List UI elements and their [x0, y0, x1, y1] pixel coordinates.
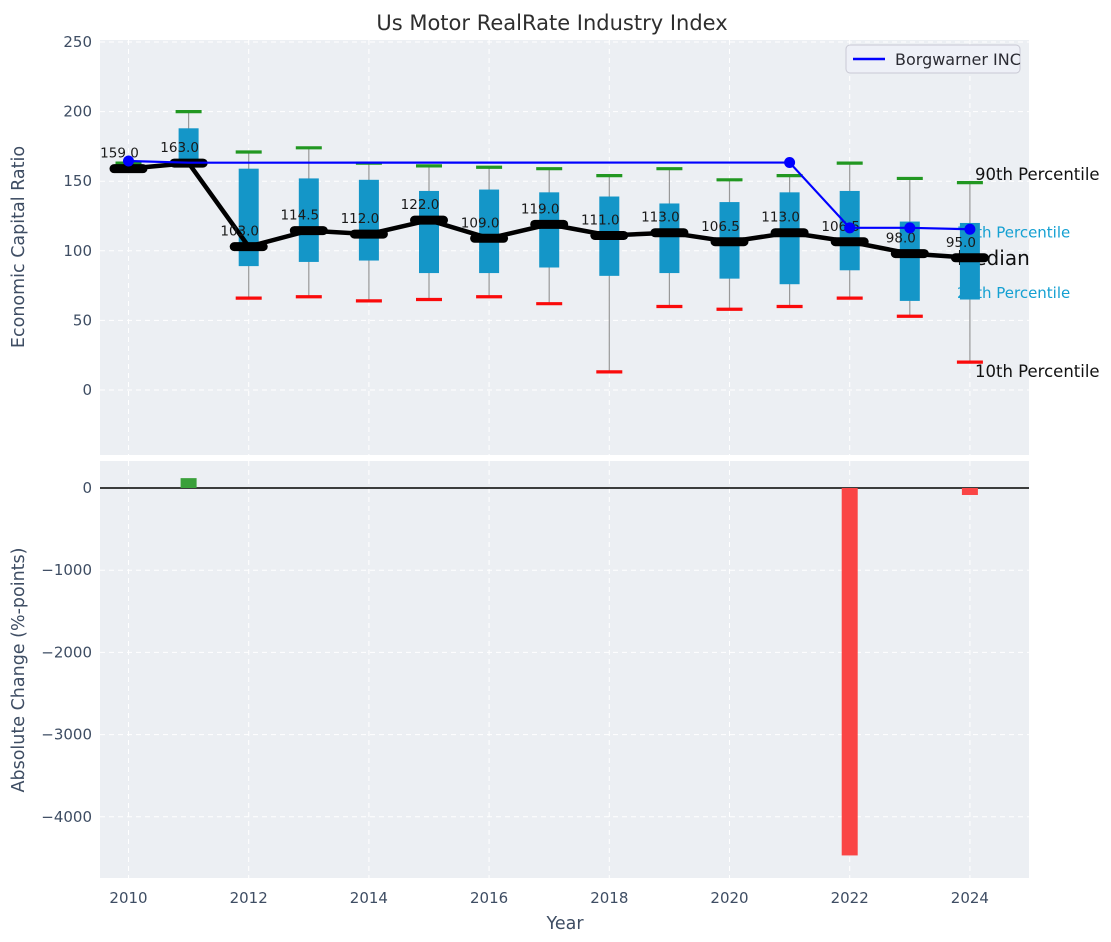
median-value-label: 106.5	[701, 219, 740, 235]
borgwarner-line	[128, 159, 970, 231]
median-value-label: 111.0	[581, 212, 620, 228]
y-tick-label: 0	[82, 381, 92, 399]
box-p25-p75	[899, 221, 920, 301]
change-bar	[180, 478, 197, 488]
bottom-y-axis-label: Absolute Change (%-points)	[9, 548, 29, 793]
y-tick-label: 50	[73, 311, 92, 329]
percentile-annotation: 75th Percentile	[957, 223, 1070, 241]
box-p25-p75	[479, 189, 500, 274]
legend: Borgwarner INC	[845, 44, 1021, 74]
percentile-annotation: 90th Percentile	[975, 165, 1100, 184]
borgwarner-dot	[964, 223, 976, 235]
median-value-label: 113.0	[641, 210, 680, 226]
median-marker	[470, 233, 509, 243]
legend-box	[845, 44, 1021, 74]
y-tick-label: 200	[63, 103, 92, 121]
borgwarner-dot	[123, 155, 134, 167]
bottom-axes-background	[100, 461, 1029, 878]
median-marker	[650, 228, 689, 238]
median-marker	[890, 249, 929, 259]
median-value-label: 98.0	[886, 231, 916, 247]
bottom-gridlines	[100, 461, 1029, 878]
median-marker	[109, 164, 148, 174]
tick-labels: 0 50 100 150 200 250 0 −1000 −2000 −3000 −4000 2010…	[41, 33, 989, 907]
y-tick-label: −1000	[41, 561, 92, 579]
median-value-label: 163.0	[160, 140, 199, 156]
median-marker	[950, 253, 989, 263]
box-p25-p75	[659, 203, 680, 274]
median-value-label: 95.0	[946, 235, 976, 251]
median-marker	[410, 215, 448, 225]
median-value-label: 113.0	[761, 210, 800, 226]
y-tick-label: 100	[63, 242, 92, 260]
absolute-change-bars	[100, 478, 1029, 856]
y-tick-label: −4000	[41, 808, 92, 826]
percentile-annotation: 10th Percentile	[975, 362, 1100, 381]
x-tick-label: 2024	[951, 889, 989, 907]
box-p25-p75	[539, 192, 560, 268]
median-marker	[349, 229, 388, 239]
x-tick-label: 2016	[470, 889, 508, 907]
x-tick-label: 2014	[350, 889, 388, 907]
box-p25-p75	[178, 128, 199, 164]
median-value-label: 114.5	[280, 208, 319, 224]
borgwarner-dot	[784, 157, 796, 169]
median-marker	[770, 228, 809, 238]
median-marker	[710, 237, 749, 247]
y-tick-label: 150	[63, 172, 92, 190]
change-bar	[841, 488, 858, 856]
median-marker	[530, 219, 569, 229]
median-marker	[590, 230, 629, 240]
percentile-annotation: 25th Percentile	[957, 284, 1070, 302]
borgwarner-dot	[844, 222, 856, 234]
borgwarner-series	[123, 155, 976, 235]
median-value-label: 119.0	[521, 201, 560, 217]
median-value-label: 103.0	[220, 224, 259, 240]
box-p25-p75	[419, 190, 439, 274]
chart-title: Us Motor RealRate Industry Index	[376, 11, 727, 35]
median-marker	[229, 242, 268, 252]
box-p25-p75	[298, 178, 319, 262]
x-tick-label: 2010	[109, 889, 147, 907]
top-y-axis-label: Economic Capital Ratio	[9, 146, 29, 348]
box-p25-p75	[238, 168, 259, 267]
y-tick-label: −3000	[41, 726, 92, 744]
box-p25-p75	[779, 192, 800, 285]
legend-label: Borgwarner INC	[895, 50, 1021, 69]
x-tick-label: 2012	[230, 889, 268, 907]
change-bar	[961, 488, 978, 495]
median-value-label: 122.0	[401, 197, 440, 213]
box-p25-p75	[358, 179, 379, 261]
x-tick-label: 2020	[710, 889, 748, 907]
x-tick-label: 2022	[831, 889, 869, 907]
x-tick-label: 2018	[590, 889, 628, 907]
y-tick-label: −2000	[41, 643, 92, 661]
y-tick-label: 250	[63, 33, 92, 51]
x-axis-label: Year	[545, 914, 584, 934]
y-tick-label: 0	[82, 479, 92, 497]
median-marker	[289, 226, 328, 236]
median-value-label: 112.0	[341, 211, 380, 227]
borgwarner-dot	[904, 222, 916, 234]
median-value-label: 109.0	[461, 215, 500, 231]
median-marker	[830, 237, 869, 247]
